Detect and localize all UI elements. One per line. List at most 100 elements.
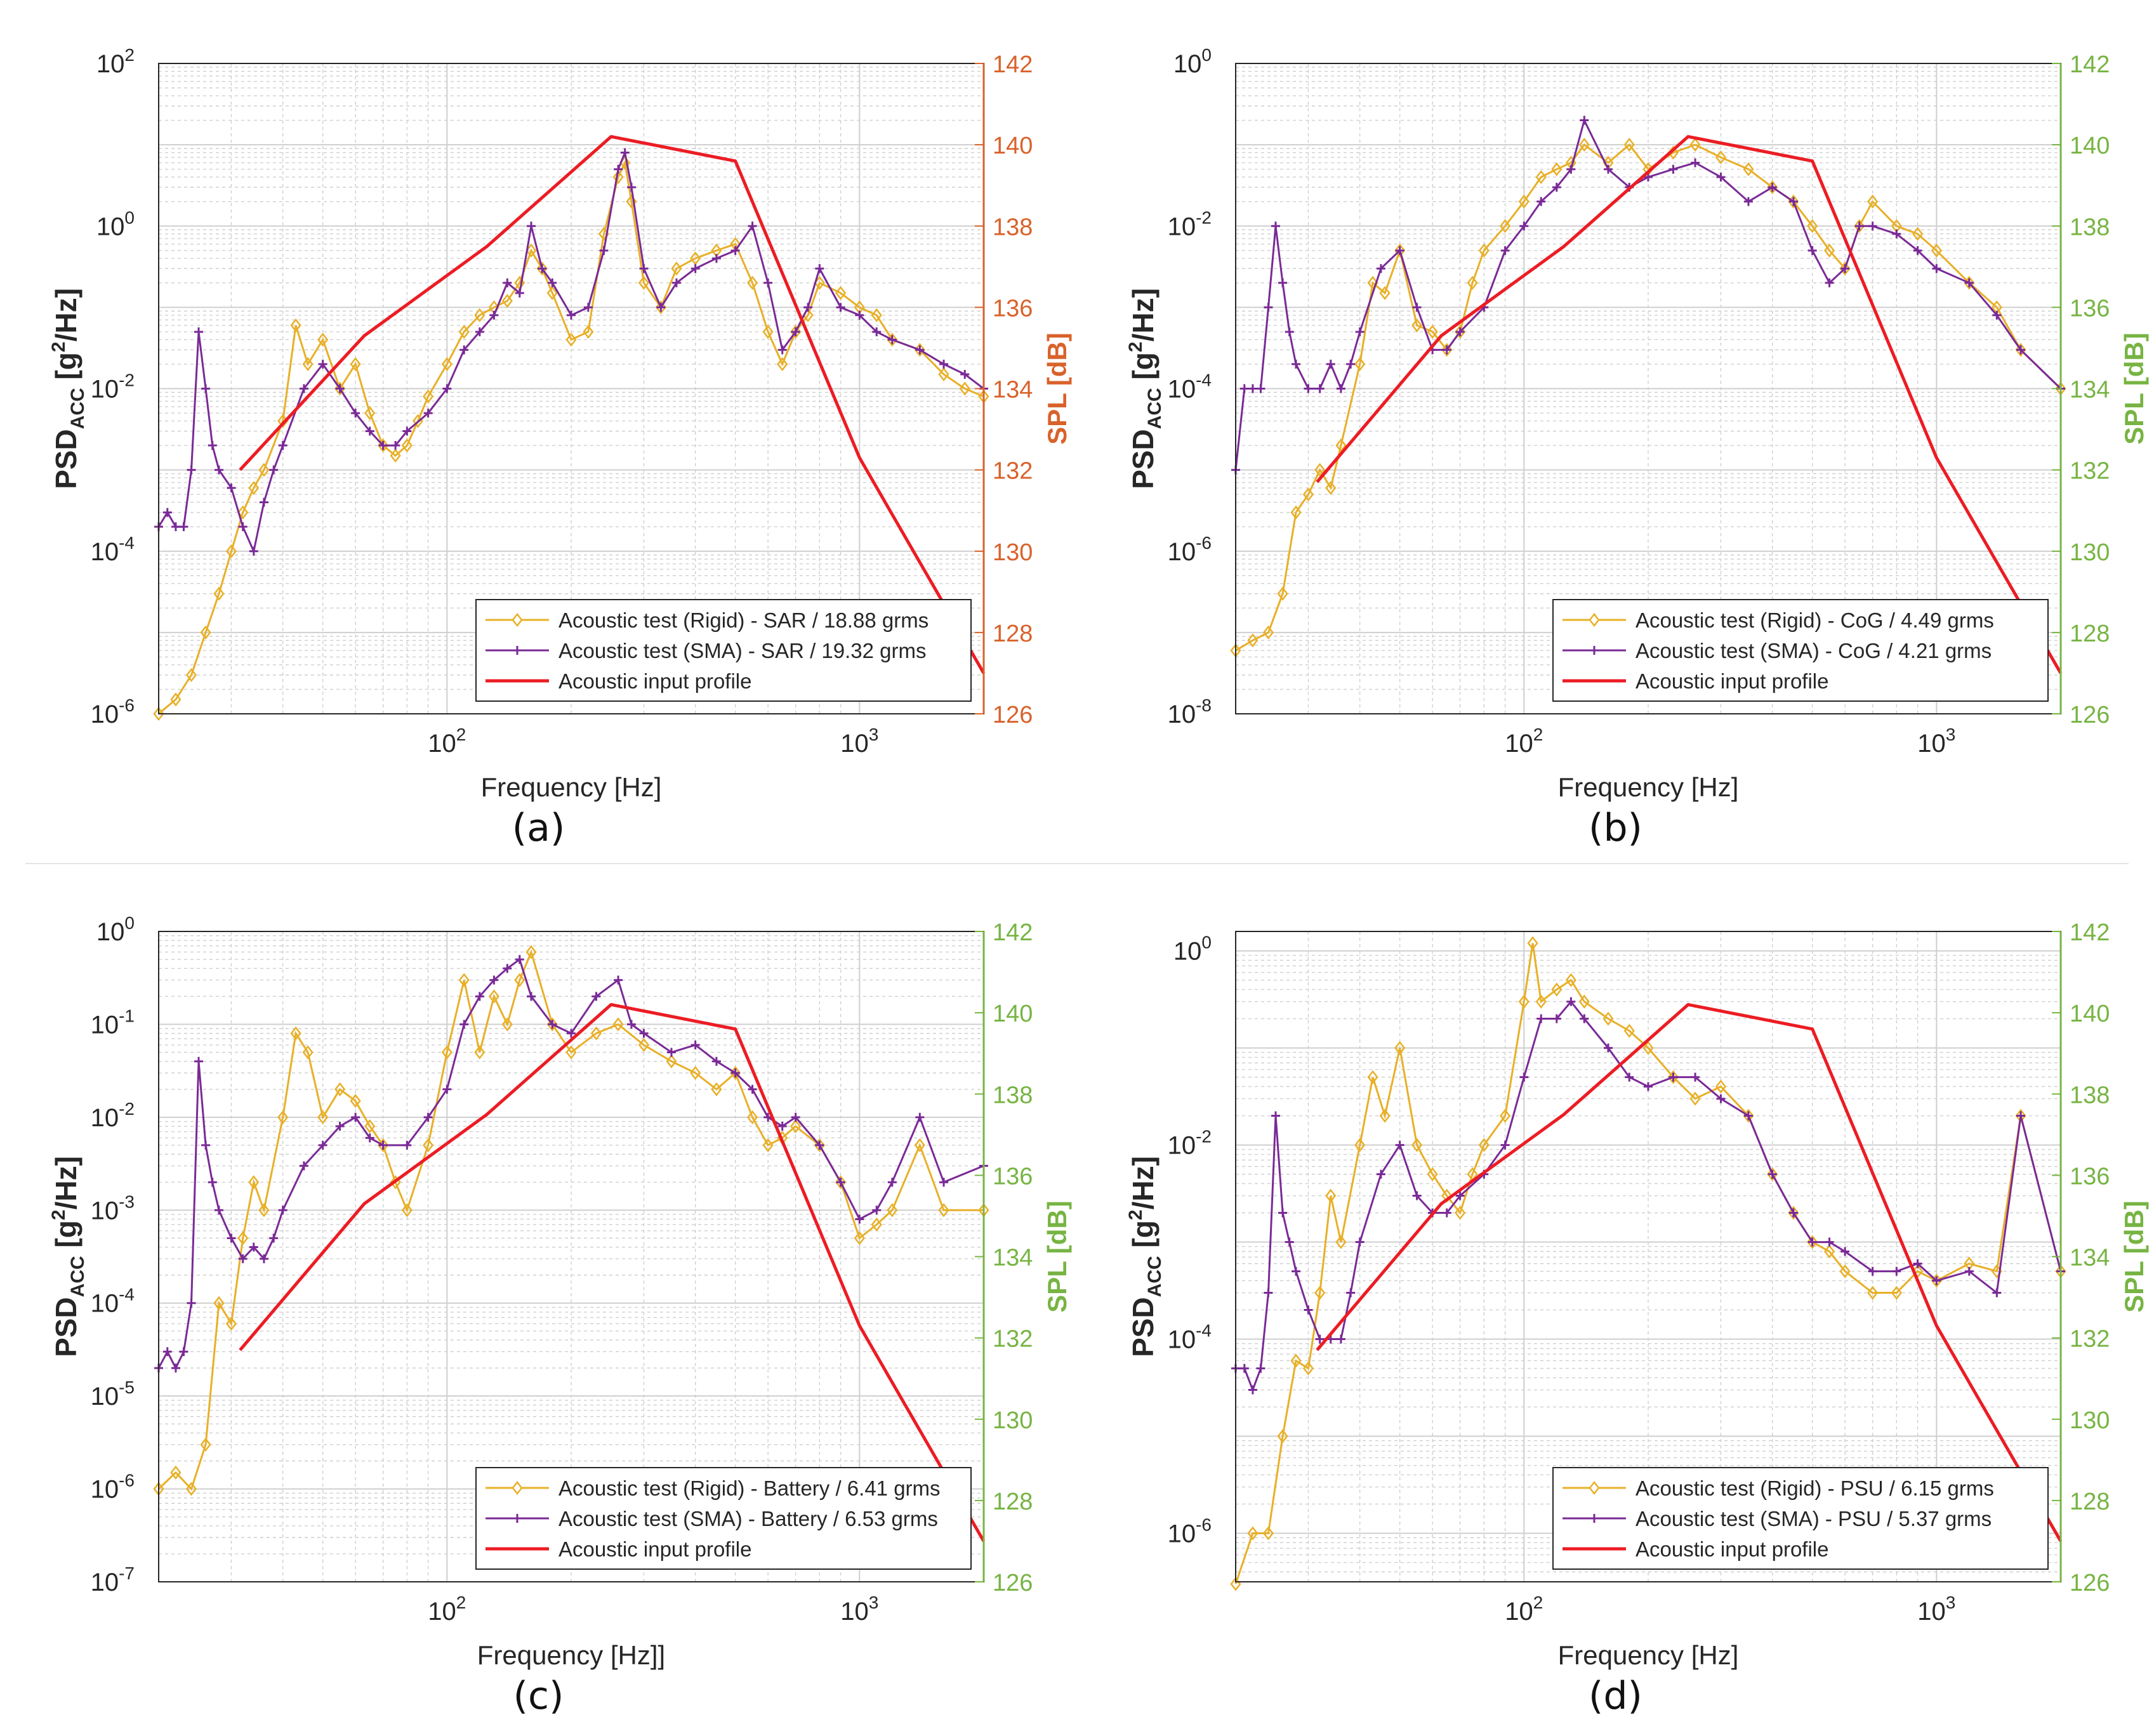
y2-tick-label: 132 [2070, 1326, 2110, 1353]
sma-point [1355, 1237, 1364, 1247]
rigid-point [1518, 194, 1530, 209]
rigid-point [170, 1465, 182, 1480]
grid-b [1235, 63, 2061, 714]
rigid-point [762, 1138, 774, 1152]
rigid-point [1689, 1091, 1701, 1106]
sma-point [1519, 221, 1529, 231]
series-rigid-markers-c [153, 945, 989, 1496]
rigid-point [777, 357, 788, 371]
rigid-point [835, 286, 847, 300]
sma-point [1932, 1276, 1941, 1286]
sma-point [378, 1140, 388, 1150]
sma-point [690, 264, 700, 273]
sma-point [442, 1084, 452, 1094]
x-tick-label: 102 [428, 1593, 466, 1626]
rigid-point [638, 1037, 650, 1052]
rigid-point [762, 324, 774, 339]
y2-tick-label: 134 [993, 1245, 1033, 1272]
sma-point [1825, 278, 1834, 287]
sma-point [872, 1206, 882, 1215]
sma-point [1248, 384, 1257, 393]
sma-point [162, 508, 172, 517]
sma-point [1767, 1169, 1777, 1179]
sma-point [318, 359, 327, 369]
sma-point [179, 522, 188, 532]
rigid-point [871, 1217, 882, 1232]
sma-point [351, 1112, 360, 1122]
sma-point [527, 221, 536, 231]
sma-point [214, 1206, 223, 1215]
y2-tick-label: 136 [993, 1163, 1033, 1190]
sma-point [442, 384, 452, 393]
rigid-point [711, 1082, 722, 1096]
rigid-point [612, 1017, 624, 1032]
y2-axis-label-c: SPL [dB] [1042, 1200, 1072, 1313]
rigid-point [938, 1203, 949, 1218]
sma-point [1552, 183, 1561, 192]
rigid-point [258, 1203, 270, 1218]
sma-point [1285, 1237, 1294, 1247]
sma-point [187, 465, 196, 475]
sma-point [2016, 345, 2026, 355]
rigid-point [871, 308, 882, 322]
sma-point [1395, 1140, 1404, 1150]
sma-point [1519, 1072, 1529, 1082]
sma-point [503, 964, 512, 973]
rigid-point [1478, 1138, 1490, 1152]
sma-point [1285, 327, 1294, 336]
sma-point [1412, 303, 1422, 312]
sma-point [836, 1178, 845, 1187]
sma-point [1743, 1111, 1753, 1121]
sma-point [1868, 221, 1877, 231]
rigid-point [1931, 243, 1942, 258]
chart-b: 102 103 10-8 10-6 10-4 10-2 100 126 128 130 132 134… [1125, 45, 2149, 802]
y2-axis-label-b: SPL [dB] [2119, 332, 2149, 445]
y2-axis-label-d: SPL [dB] [2119, 1200, 2149, 1313]
rigid-point [1325, 481, 1337, 496]
rigid-point [1518, 994, 1530, 1009]
sma-point [214, 465, 223, 475]
rigid-point [1715, 1079, 1727, 1094]
sma-point [1315, 384, 1325, 393]
sma-point [711, 1056, 721, 1066]
rigid-point [1277, 1429, 1288, 1443]
rigid-point [638, 275, 650, 290]
y-tick-label: 10-5 [91, 1378, 135, 1410]
sma-point [639, 1029, 649, 1038]
panel-a: 102 103 10-6 10-4 10-2 100 102 126 128 130 132 134 1… [0, 0, 1077, 868]
chart-a: 102 103 10-6 10-4 10-2 100 102 126 128 130 132 134 1… [48, 45, 1072, 802]
rigid-point [690, 251, 701, 266]
rigid-point [626, 194, 637, 209]
sma-point [656, 303, 666, 312]
sma-point [475, 327, 484, 336]
rigid-point [1743, 162, 1754, 176]
rigid-point [583, 324, 594, 339]
rigid-point [1788, 1206, 1799, 1220]
y-tick-label: 10-4 [91, 1285, 135, 1318]
rigid-point [423, 1138, 434, 1152]
sma-point [171, 522, 180, 532]
y2-tick-label: 126 [2070, 702, 2110, 728]
sma-point [1248, 1385, 1257, 1395]
rigid-point [185, 1482, 197, 1496]
sma-point [402, 426, 412, 436]
sma-point [614, 164, 623, 174]
legend-marker-sma [1590, 646, 1599, 655]
sma-point [238, 522, 248, 532]
rigid-point [1441, 343, 1453, 357]
sma-point [1500, 1140, 1510, 1150]
y2-tick-label: 126 [2070, 1570, 2110, 1596]
sma-point [1271, 1111, 1280, 1121]
sma-point [1278, 1208, 1288, 1218]
rigid-point [1551, 982, 1563, 997]
rigid-point [790, 1119, 802, 1134]
rigid-point [1715, 150, 1727, 165]
rigid-point [835, 1175, 847, 1190]
rigid-point [1467, 275, 1478, 290]
sma-point [194, 1056, 203, 1066]
sma-point [2016, 1111, 2026, 1121]
rigid-point [1623, 138, 1635, 152]
y-tick-label: 10-6 [1168, 1515, 1212, 1548]
rigid-point [1277, 586, 1288, 601]
rigid-point [1667, 1070, 1679, 1084]
